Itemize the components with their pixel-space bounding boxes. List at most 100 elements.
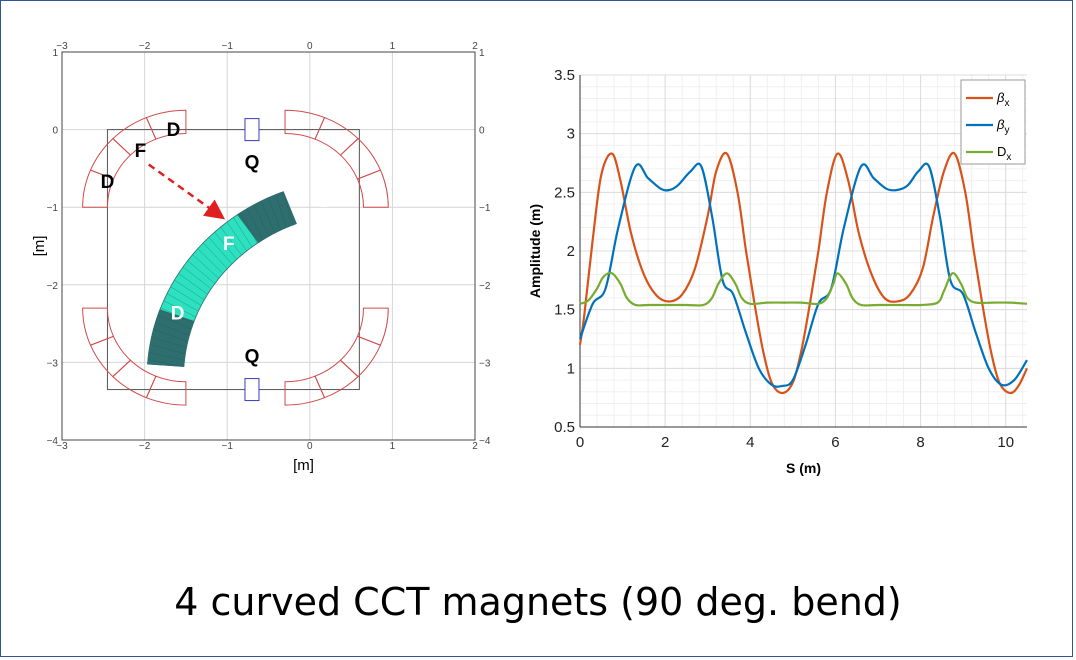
x-tick-label-bottom: 2 <box>472 441 478 452</box>
y-tick-label: 1.5 <box>554 302 575 319</box>
y-tick-label-left: 1 <box>52 48 58 59</box>
x-tick-label-bottom: 1 <box>390 441 396 452</box>
cct-winding <box>149 344 186 355</box>
dipole-magnet-segment <box>82 169 115 208</box>
series-line-βy <box>578 162 1028 388</box>
magnet-label: Q <box>245 152 260 173</box>
dipole-magnet-segment <box>356 307 389 346</box>
legend-label: Dx <box>997 144 1011 163</box>
x-tick-label: 4 <box>746 434 754 451</box>
cct-winding <box>163 300 196 318</box>
cct-coil-defocusing-section <box>237 191 297 244</box>
x-tick-label: 0 <box>576 434 584 451</box>
cct-winding <box>166 293 199 312</box>
cct-winding <box>260 201 275 234</box>
y-tick-label-right: −4 <box>479 436 491 447</box>
legend-label: βy <box>996 117 1009 136</box>
cct-winding <box>208 237 233 265</box>
y-tick-label-left: −4 <box>47 436 59 447</box>
x-tick-label: 2 <box>661 434 669 451</box>
cct-winding <box>153 329 188 342</box>
y-tick-label: 1 <box>567 360 575 377</box>
cct-winding <box>283 191 294 225</box>
x-tick-label-bottom: −1 <box>221 441 233 452</box>
cct-winding <box>197 248 224 274</box>
magnet-label: F <box>223 234 235 255</box>
legend-label: βx <box>996 90 1009 109</box>
beta-function-chart: 0 2 4 6 8 10 0.5 1 1.5 2 2.5 3 3.5 S (m) Amplitude (m)… <box>527 67 1028 476</box>
dipole-magnet-segment <box>145 375 187 406</box>
plot-box <box>61 51 476 441</box>
cct-winding <box>170 286 202 306</box>
x-tick-label-top: −3 <box>56 41 68 52</box>
y-tick-label: 0.5 <box>554 419 575 436</box>
y-tick-label: 3.5 <box>554 67 575 84</box>
y-tick-label: 2 <box>567 243 575 260</box>
series-line-βx <box>578 151 1028 395</box>
x-tick-label-bottom: −2 <box>139 441 151 452</box>
dipole-magnet-segment <box>284 109 326 140</box>
magnet-label: D <box>319 191 333 212</box>
magnet-label: D <box>167 120 181 141</box>
cct-winding <box>214 231 237 260</box>
y-tick-label-right: 0 <box>479 126 485 137</box>
y-tick-label-left: −2 <box>47 281 59 292</box>
direction-arrow <box>148 163 226 220</box>
cct-winding <box>202 242 228 269</box>
quadrupole-magnet <box>244 378 260 402</box>
y-tick-label-left: −3 <box>47 358 59 369</box>
y-tick-label-right: −1 <box>479 203 491 214</box>
y-tick-label-right: −2 <box>479 281 491 292</box>
y-tick-label-left: 0 <box>52 126 58 137</box>
cct-winding <box>233 217 253 248</box>
magnet-label: Q <box>245 346 260 367</box>
magnet-label: D <box>171 304 185 325</box>
y-tick-label: 3 <box>567 126 575 143</box>
cct-winding <box>253 204 269 237</box>
x-tick-label-top: −1 <box>221 41 233 52</box>
cct-winding <box>160 307 194 324</box>
y-axis-title: Amplitude (m) <box>527 204 543 298</box>
legend-box <box>960 79 1026 165</box>
slide-caption: 4 curved CCT magnets (90 deg. bend) <box>174 580 902 624</box>
series-line-Dx <box>579 271 1028 307</box>
x-tick-label-top: −2 <box>139 41 151 52</box>
quadrupole-magnet <box>244 118 260 142</box>
magnet-label: D <box>101 172 115 193</box>
x-axis-title: S (m) <box>786 460 821 476</box>
cct-winding <box>268 197 281 231</box>
cct-winding <box>151 336 187 348</box>
y-tick-label-right: −3 <box>479 358 491 369</box>
cct-winding <box>220 226 242 256</box>
x-tick-label-top: 2 <box>472 41 478 52</box>
x-axis-label: [m] <box>293 457 314 474</box>
cct-winding <box>157 314 192 330</box>
beamline-outline <box>106 129 360 391</box>
magnet-label: F <box>135 141 147 162</box>
cct-winding <box>246 208 264 240</box>
cct-winding <box>182 266 212 290</box>
cct-winding <box>239 212 258 244</box>
x-tick-label-bottom: 0 <box>307 441 313 452</box>
x-tick-label-top: 1 <box>390 41 396 52</box>
x-tick-label-top: 0 <box>307 41 313 52</box>
cct-winding <box>192 254 220 279</box>
cct-winding <box>155 322 190 336</box>
cct-winding <box>178 273 208 295</box>
y-tick-label-right: 1 <box>479 48 485 59</box>
cct-winding <box>187 260 216 284</box>
x-tick-label: 6 <box>831 434 839 451</box>
x-tick-label: 10 <box>997 434 1014 451</box>
cct-winding <box>148 351 185 361</box>
cct-winding <box>147 359 184 367</box>
y-tick-label-left: −1 <box>47 203 59 214</box>
cct-winding <box>226 221 247 252</box>
cct-winding <box>275 194 287 228</box>
y-tick-label: 2.5 <box>554 184 575 201</box>
x-tick-label: 8 <box>916 434 924 451</box>
y-axis-label: [m] <box>31 236 48 257</box>
cct-winding <box>174 279 205 301</box>
x-tick-label-bottom: −3 <box>56 441 68 452</box>
